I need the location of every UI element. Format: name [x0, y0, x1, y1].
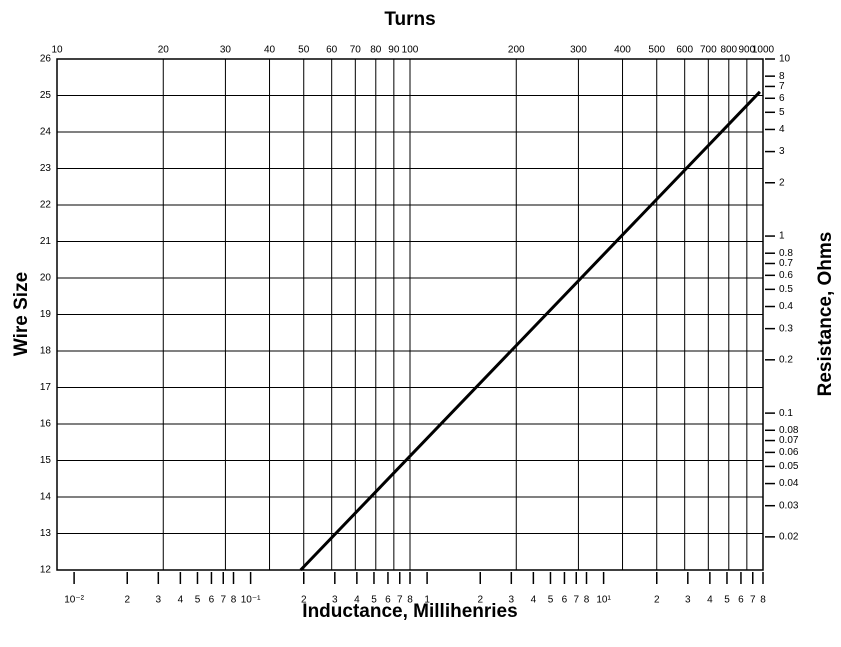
right-tick-label: 0.5 — [779, 284, 793, 295]
data-line — [299, 90, 761, 572]
left-tick-label: 24 — [40, 127, 52, 138]
top-tick-label: 30 — [220, 45, 232, 56]
right-tick-label: 0.02 — [779, 532, 799, 543]
top-tick-label: 90 — [388, 45, 400, 56]
right-tick-label: 0.1 — [779, 408, 793, 419]
left-tick-label: 12 — [40, 565, 52, 576]
top-tick-label: 50 — [298, 45, 310, 56]
top-axis-title: Turns — [384, 9, 435, 30]
bottom-tick-label: 8 — [407, 595, 413, 606]
bottom-tick-label: 2 — [654, 595, 660, 606]
top-tick-label: 400 — [614, 45, 631, 56]
left-tick-label: 16 — [40, 419, 52, 430]
bottom-tick-label: 2 — [477, 595, 483, 606]
bottom-tick-label: 6 — [385, 595, 391, 606]
bottom-tick-label: 3 — [332, 595, 338, 606]
right-tick-label: 8 — [779, 71, 785, 82]
bottom-tick-label: 5 — [724, 595, 730, 606]
right-tick-label: 1 — [779, 231, 785, 242]
left-tick-label: 20 — [40, 273, 52, 284]
bottom-tick-label: 5 — [371, 595, 377, 606]
top-tick-label: 500 — [648, 45, 665, 56]
left-tick-label: 18 — [40, 346, 52, 357]
top-tick-label: 70 — [350, 45, 362, 56]
right-tick-label: 0.07 — [779, 435, 799, 446]
bottom-tick-label: 4 — [707, 595, 713, 606]
right-tick-label: 0.04 — [779, 478, 799, 489]
bottom-tick-label: 6 — [562, 595, 568, 606]
left-tick-label: 19 — [40, 309, 52, 320]
bottom-tick-label: 3 — [509, 595, 515, 606]
right-tick-label: 0.7 — [779, 258, 793, 269]
bottom-tick-label: 7 — [750, 595, 756, 606]
bottom-tick-label: 4 — [354, 595, 360, 606]
bottom-tick-label: 2 — [301, 595, 307, 606]
top-tick-label: 600 — [676, 45, 693, 56]
top-tick-label: 200 — [508, 45, 525, 56]
left-axis-title: Wire Size — [11, 272, 32, 356]
top-tick-label: 1000 — [752, 45, 775, 56]
top-tick-label: 300 — [570, 45, 587, 56]
right-tick-label: 4 — [779, 124, 785, 135]
bottom-tick-label: 6 — [738, 595, 744, 606]
left-tick-label: 21 — [40, 236, 52, 247]
left-tick-label: 23 — [40, 163, 52, 174]
right-tick-label: 5 — [779, 107, 785, 118]
bottom-tick-label: 7 — [573, 595, 579, 606]
left-tick-label: 25 — [40, 90, 52, 101]
bottom-tick-label: 8 — [584, 595, 590, 606]
right-tick-label: 0.8 — [779, 248, 793, 259]
bottom-tick-label: 5 — [195, 595, 201, 606]
top-tick-label: 20 — [158, 45, 170, 56]
left-tick-label: 22 — [40, 200, 52, 211]
left-tick-label: 26 — [40, 54, 52, 65]
bottom-tick-label: 1 — [424, 595, 430, 606]
bottom-tick-label: 5 — [548, 595, 554, 606]
top-tick-label: 900 — [739, 45, 756, 56]
right-tick-label: 6 — [779, 93, 785, 104]
top-tick-label: 100 — [402, 45, 419, 56]
bottom-tick-label: 2 — [124, 595, 130, 606]
right-tick-label: 10 — [779, 54, 791, 65]
bottom-tick-label: 10¹ — [596, 595, 611, 606]
bottom-tick-label: 10⁻¹ — [241, 595, 261, 606]
left-tick-label: 14 — [40, 492, 52, 503]
left-tick-label: 17 — [40, 382, 52, 393]
top-tick-label: 40 — [264, 45, 276, 56]
top-tick-label: 10 — [51, 45, 63, 56]
right-tick-label: 0.08 — [779, 425, 799, 436]
right-tick-label: 0.4 — [779, 301, 793, 312]
top-tick-label: 80 — [370, 45, 382, 56]
bottom-tick-label: 3 — [156, 595, 162, 606]
right-axis-title: Resistance, Ohms — [815, 232, 836, 397]
bottom-tick-label: 8 — [231, 595, 237, 606]
bottom-tick-label: 6 — [209, 595, 215, 606]
right-tick-label: 2 — [779, 177, 785, 188]
right-tick-label: 0.2 — [779, 354, 793, 365]
left-tick-label: 13 — [40, 528, 52, 539]
right-tick-label: 0.05 — [779, 461, 799, 472]
bottom-tick-label: 10⁻² — [64, 595, 84, 606]
top-tick-label: 700 — [700, 45, 717, 56]
left-tick-label: 15 — [40, 455, 52, 466]
bottom-tick-label: 3 — [685, 595, 691, 606]
bottom-tick-label: 7 — [397, 595, 403, 606]
right-tick-label: 3 — [779, 146, 785, 157]
bottom-tick-label: 7 — [220, 595, 226, 606]
top-tick-label: 60 — [326, 45, 338, 56]
top-tick-label: 800 — [720, 45, 737, 56]
bottom-tick-label: 4 — [531, 595, 537, 606]
right-tick-label: 0.03 — [779, 500, 799, 511]
bottom-tick-label: 8 — [760, 595, 766, 606]
right-tick-label: 0.3 — [779, 323, 793, 334]
bottom-axis-title: Inductance, Millihenries — [302, 601, 517, 622]
bottom-tick-label: 4 — [178, 595, 184, 606]
right-tick-label: 0.6 — [779, 270, 793, 281]
right-tick-label: 0.06 — [779, 447, 799, 458]
right-tick-label: 7 — [779, 81, 785, 92]
